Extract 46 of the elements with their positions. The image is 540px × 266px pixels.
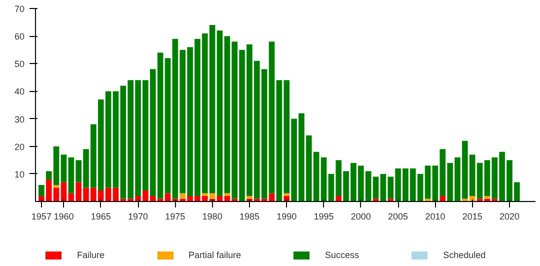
- y-tick-label: 70: [14, 4, 25, 14]
- legend-label: Success: [325, 250, 360, 260]
- bar: [268, 42, 275, 194]
- bar: [180, 193, 186, 199]
- bar: [38, 184, 44, 196]
- bar: [60, 182, 67, 202]
- x-tick-label: 2005: [388, 212, 408, 222]
- y-tick-label: 30: [14, 114, 25, 124]
- x-tick-label: 2010: [425, 212, 446, 222]
- y-tick-label: 60: [14, 32, 25, 42]
- x-tick-label: 2015: [462, 212, 482, 222]
- legend-label: Failure: [77, 250, 105, 260]
- legend-label: Scheduled: [443, 250, 486, 260]
- bar: [372, 176, 379, 199]
- x-tick-label: 1980: [202, 212, 222, 222]
- bar: [164, 58, 171, 194]
- bar: [224, 193, 230, 196]
- x-tick-label: 1975: [165, 212, 186, 222]
- bar: [246, 196, 252, 199]
- bar: [112, 91, 119, 188]
- x-tick-label: 1965: [90, 212, 111, 222]
- y-tick-label: 20: [14, 142, 25, 152]
- x-tick-label: 1960: [54, 212, 74, 222]
- x-tick-label: 1995: [314, 212, 334, 222]
- y-tick-label: 40: [14, 86, 25, 97]
- x-tick-label: 1970: [128, 212, 148, 222]
- bar: [164, 193, 171, 202]
- bar: [112, 188, 119, 202]
- bar: [424, 166, 431, 199]
- y-tick-label: 10: [14, 169, 25, 180]
- bar: [388, 198, 394, 202]
- x-tick-label: 2020: [499, 212, 520, 222]
- bar: [336, 196, 342, 202]
- bar: [284, 193, 290, 196]
- x-tick-label: 1957: [31, 212, 52, 222]
- bar: [268, 193, 275, 202]
- bar: [216, 30, 223, 196]
- x-tick-label: 2000: [350, 212, 371, 222]
- legend-label: Partial failure: [188, 250, 242, 260]
- bar: [476, 162, 483, 199]
- bar: [440, 196, 446, 202]
- x-tick-label: 1985: [239, 212, 260, 222]
- x-tick-label: 1990: [276, 212, 297, 222]
- bar: [320, 157, 327, 202]
- bar: [60, 154, 67, 182]
- y-tick-label: 50: [14, 59, 25, 70]
